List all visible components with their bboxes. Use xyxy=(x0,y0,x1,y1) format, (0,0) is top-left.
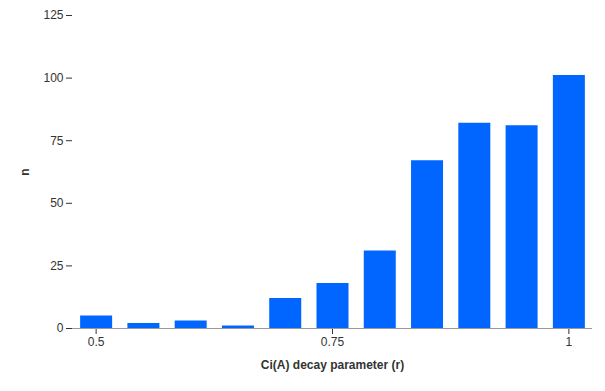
svg-text:0.75: 0.75 xyxy=(321,335,345,349)
svg-text:25: 25 xyxy=(50,259,64,273)
svg-text:0: 0 xyxy=(57,321,64,335)
svg-text:Ci(A) decay parameter (r): Ci(A) decay parameter (r) xyxy=(261,358,404,372)
svg-text:50: 50 xyxy=(50,196,64,210)
svg-text:125: 125 xyxy=(43,8,63,22)
svg-text:1: 1 xyxy=(566,335,573,349)
svg-text:n: n xyxy=(18,168,32,175)
svg-text:75: 75 xyxy=(50,134,64,148)
svg-text:100: 100 xyxy=(43,71,63,85)
svg-text:0.5: 0.5 xyxy=(88,335,105,349)
